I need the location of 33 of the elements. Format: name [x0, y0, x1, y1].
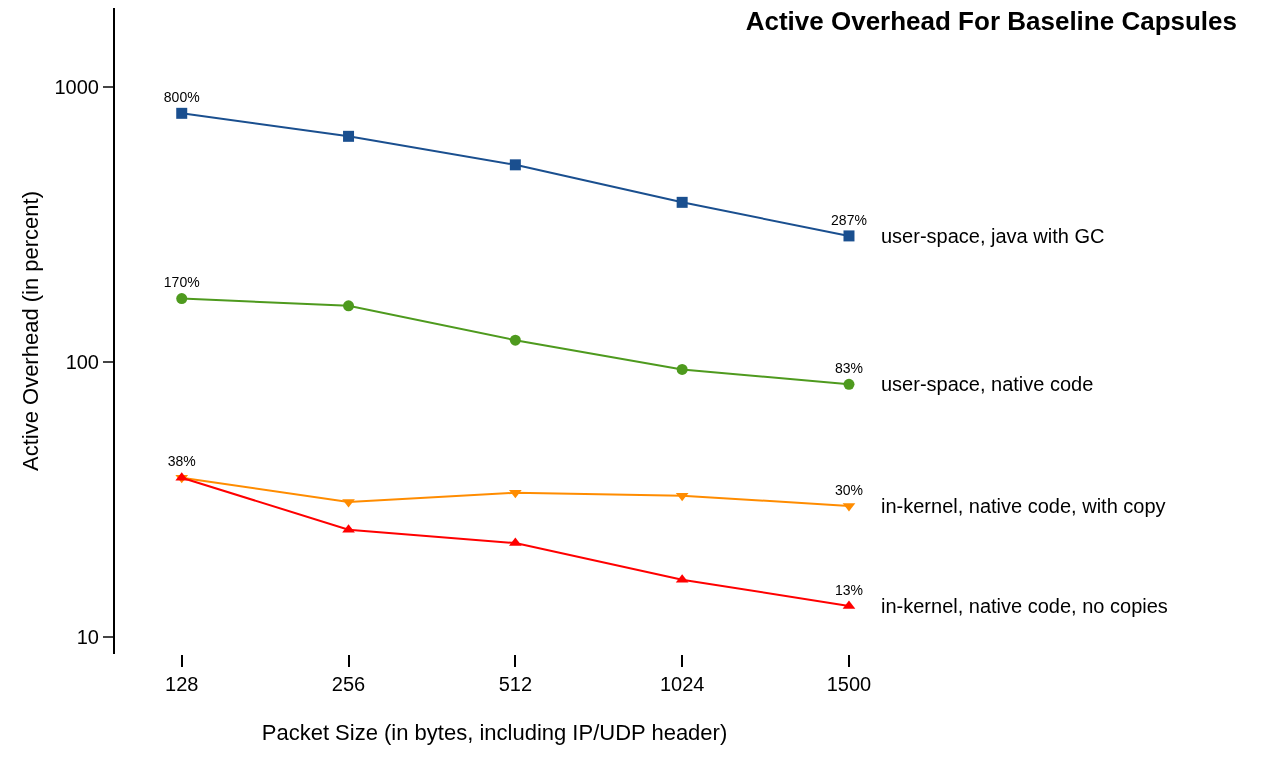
- x-tick-label: 1500: [826, 673, 872, 695]
- data-label: 170%: [163, 274, 200, 291]
- data-label: 30%: [834, 481, 863, 498]
- series-label: user-space, java with GC: [881, 225, 1105, 247]
- x-tick-label: 256: [331, 673, 366, 695]
- point: [343, 130, 355, 142]
- y-axis-title: Active Overhead (in percent): [17, 190, 43, 472]
- series-label: in-kernel, native code, with copy: [881, 495, 1166, 517]
- y-tick-label: 1000: [54, 75, 99, 98]
- series-label: user-space, native code: [881, 373, 1094, 395]
- point: [676, 196, 688, 208]
- data-label: 83%: [834, 359, 863, 376]
- x-tick-label: 128: [165, 673, 199, 695]
- point: [843, 378, 855, 390]
- point: [675, 492, 689, 502]
- point: [676, 363, 688, 375]
- data-label: 800%: [163, 88, 200, 105]
- x-tick-label: 1024: [659, 673, 705, 695]
- point: [176, 107, 188, 119]
- point: [843, 230, 855, 242]
- point: [343, 300, 355, 312]
- text: Active Overhead For Baseline Capsules: [745, 5, 1237, 36]
- series-label: in-kernel, native code, no copies: [881, 595, 1168, 617]
- point: [509, 159, 521, 171]
- x-tick-label: 512: [498, 673, 533, 695]
- y-tick-label: 10: [76, 626, 99, 649]
- point: [176, 293, 188, 305]
- point: [509, 334, 521, 346]
- data-label: 38%: [167, 453, 196, 470]
- y-tick-label: 100: [65, 350, 99, 373]
- data-label: 287%: [831, 211, 867, 228]
- data-label: 13%: [834, 581, 863, 598]
- x-axis-title: Packet Size (in bytes, including IP/UDP header): [261, 719, 728, 745]
